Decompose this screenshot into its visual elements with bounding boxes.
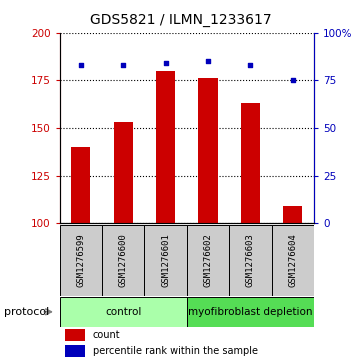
Text: protocol: protocol [4,307,49,317]
Text: GDS5821 / ILMN_1233617: GDS5821 / ILMN_1233617 [90,13,271,27]
Bar [241,103,260,223]
Bar [71,147,90,223]
Text: GSM1276604: GSM1276604 [288,233,297,287]
Bar [199,78,218,223]
Point [120,62,126,68]
Text: GSM1276600: GSM1276600 [119,233,128,287]
Bar [144,225,187,296]
Text: GSM1276601: GSM1276601 [161,233,170,287]
Point [163,60,169,66]
Bar [187,225,229,296]
Text: control: control [105,307,142,317]
Text: myofibroblast depletion: myofibroblast depletion [188,307,313,317]
Text: GSM1276602: GSM1276602 [204,233,213,287]
Bar [60,297,187,327]
Bar [187,297,314,327]
Bar [65,345,85,357]
Bar [283,206,303,223]
Text: count: count [93,330,120,340]
Bar [102,225,144,296]
Text: GSM1276599: GSM1276599 [76,233,85,287]
Text: percentile rank within the sample: percentile rank within the sample [93,346,258,356]
Bar [229,225,271,296]
Point [290,77,296,83]
Point [78,62,84,68]
Text: GSM1276603: GSM1276603 [246,233,255,287]
Bar [60,225,102,296]
Bar [65,329,85,341]
Point [248,62,253,68]
Bar [156,71,175,223]
Point [205,58,211,64]
Bar [271,225,314,296]
Bar [114,122,133,223]
